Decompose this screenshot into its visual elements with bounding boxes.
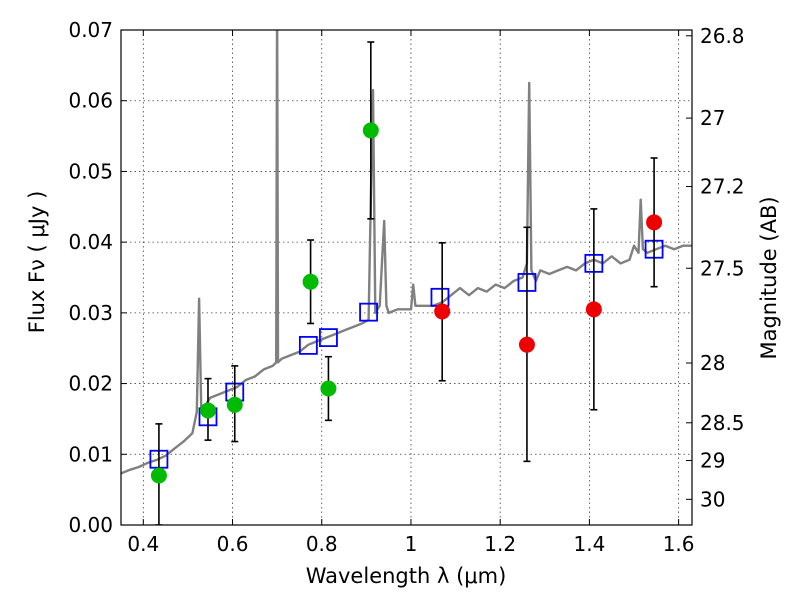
y2-tick-label: 27: [700, 106, 725, 130]
upper-limit-point: [585, 301, 602, 318]
y2-axis-label: Magnitude (AB): [757, 196, 781, 359]
y-tick-label: 0.07: [68, 18, 113, 42]
tick-layer: 0.4 0.6 0.8 1 1.2 1.4 1.6 0.00 0.01 0.02 0.03 0.04 0…: [68, 18, 744, 556]
y-axis-label: Flux Fν ( μJy ): [25, 191, 49, 334]
model-photometry-square: [359, 302, 378, 322]
detection-point: [320, 380, 337, 397]
y-tick-label: 0.01: [68, 442, 113, 466]
y2-tick-label: 27.2: [700, 175, 745, 199]
detection-point: [226, 396, 243, 413]
y-tick-label: 0.06: [68, 89, 113, 113]
plot-frame: [120, 29, 693, 526]
y-tick-label: 0.00: [68, 513, 113, 537]
model-photometry-square: [298, 335, 318, 355]
x-tick-label: 1.2: [484, 532, 516, 556]
y2-tick-label: 30: [700, 487, 725, 511]
x-tick-label: 1.6: [663, 532, 695, 556]
detection-point: [362, 122, 379, 139]
data-layer: [121, 30, 692, 525]
y2-tick-label: 28: [700, 351, 725, 375]
y2-tick-label: 28.5: [700, 411, 745, 435]
x-tick-label: 0.4: [127, 532, 159, 556]
detection-point: [302, 273, 319, 290]
y-tick-label: 0.04: [68, 230, 113, 254]
y2-tick-label: 29: [700, 449, 725, 473]
x-axis-label: Wavelength λ (μm): [306, 564, 507, 588]
y-tick-label: 0.03: [68, 301, 113, 325]
x-tick-label: 0.8: [306, 532, 338, 556]
grid-layer: [121, 30, 692, 525]
model-photometry-square: [319, 328, 338, 348]
sed-line: [121, 30, 692, 475]
detection-point: [150, 467, 167, 484]
y2-tick-label: 26.8: [700, 24, 745, 48]
detection-point: [199, 402, 216, 419]
y2-tick-label: 27.5: [700, 256, 745, 280]
x-tick-label: 1.4: [573, 532, 605, 556]
x-tick-label: 1: [405, 532, 418, 556]
y-tick-label: 0.02: [68, 372, 113, 396]
upper-limit-point: [646, 214, 663, 231]
upper-limit-point: [434, 303, 451, 320]
y-tick-label: 0.05: [68, 159, 113, 183]
upper-limit-point: [518, 336, 535, 353]
x-tick-label: 0.6: [217, 532, 249, 556]
